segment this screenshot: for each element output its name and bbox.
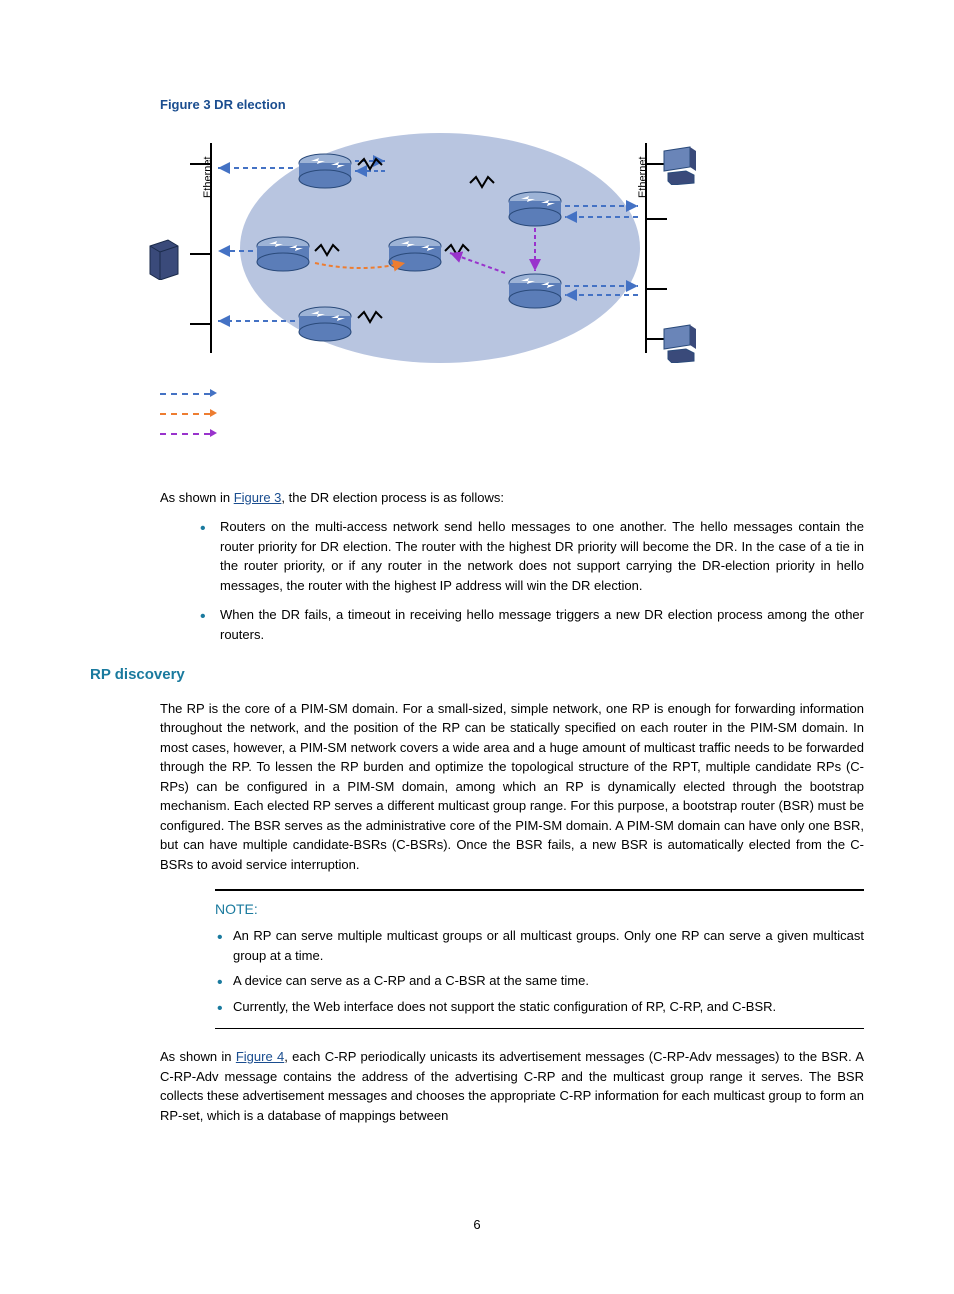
note-item: An RP can serve multiple multicast group… bbox=[233, 928, 864, 963]
arrow-head-icon bbox=[210, 409, 217, 417]
arrow-head-icon bbox=[210, 429, 217, 437]
figure-title: Figure 3 DR election bbox=[160, 95, 864, 115]
note-label: NOTE: bbox=[215, 899, 864, 920]
dr-election-diagram: Ethernet Ethernet bbox=[160, 123, 720, 463]
bullet-text: When the DR fails, a timeout in receivin… bbox=[220, 607, 864, 642]
dr-election-steps: ul.doclist li::before{color:#1a7a9e;}Rou… bbox=[200, 517, 864, 644]
note-item: A device can serve as a C-RP and a C-BSR… bbox=[233, 973, 589, 988]
intro-line: As shown in Figure 3, the DR election pr… bbox=[160, 488, 864, 508]
arrow-head-icon bbox=[210, 389, 217, 397]
figure-3-link[interactable]: Figure 3 bbox=[234, 490, 282, 505]
trailing-paragraph: As shown in Figure 4, each C-RP periodic… bbox=[160, 1047, 864, 1125]
note-box: NOTE: An RP can serve multiple multicast… bbox=[215, 889, 864, 1029]
rp-discovery-body: The RP is the core of a PIM-SM domain. F… bbox=[160, 699, 864, 875]
figure-4-link[interactable]: Figure 4 bbox=[236, 1049, 284, 1064]
legend-dash-orange bbox=[160, 413, 210, 415]
page-number: 6 bbox=[0, 1215, 954, 1235]
intro-pre: As shown in bbox=[160, 490, 234, 505]
intro-post: , the DR election process is as follows: bbox=[281, 490, 504, 505]
trailing-pre: As shown in bbox=[160, 1049, 236, 1064]
legend-dash-blue bbox=[160, 393, 210, 395]
arrows-overlay bbox=[160, 123, 720, 383]
legend-dash-purple bbox=[160, 433, 210, 435]
rp-discovery-heading: RP discovery bbox=[90, 664, 864, 687]
note-item: Currently, the Web interface does not su… bbox=[233, 999, 776, 1014]
bullet-text: Routers on the multi-access network send… bbox=[220, 519, 864, 593]
